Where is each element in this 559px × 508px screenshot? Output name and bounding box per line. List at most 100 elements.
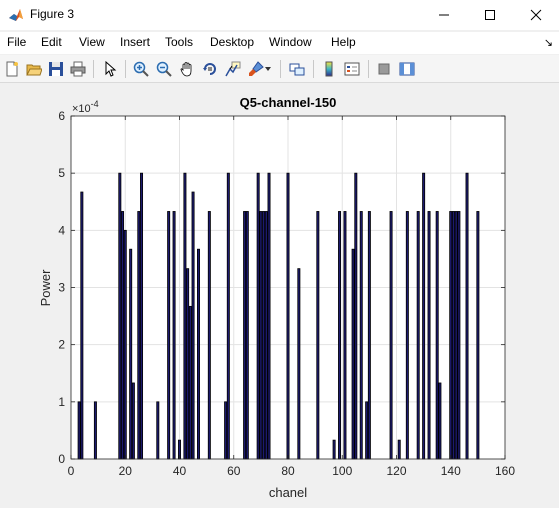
open-file-icon <box>26 64 42 76</box>
menu-window[interactable]: Window <box>269 35 312 49</box>
insert-legend-button[interactable] <box>341 58 363 80</box>
bar[interactable] <box>457 211 461 460</box>
bar[interactable] <box>77 401 81 460</box>
bar[interactable] <box>186 268 190 460</box>
print-button[interactable] <box>67 58 89 80</box>
brush-icon <box>249 61 264 76</box>
bar[interactable] <box>338 211 342 460</box>
link-plot-icon <box>289 63 305 76</box>
menu-insert[interactable]: Insert <box>120 35 151 49</box>
bar[interactable] <box>297 268 301 460</box>
bar[interactable] <box>93 401 97 460</box>
bar[interactable] <box>389 211 393 460</box>
data-cursor-button[interactable] <box>222 58 244 80</box>
bar[interactable] <box>167 211 171 460</box>
bar[interactable] <box>351 248 355 460</box>
bar[interactable] <box>332 439 336 460</box>
hide-plot-tools-button[interactable] <box>373 58 395 80</box>
bar[interactable] <box>454 211 458 460</box>
bar[interactable] <box>405 211 409 460</box>
bar[interactable] <box>449 211 453 460</box>
bar[interactable] <box>243 211 247 460</box>
bar[interactable] <box>137 211 141 460</box>
figure-canvas[interactable]: 0 20 40 60 80 100 120 140 160 0 1 2 3 4 5 6 Q5-channel-… <box>0 84 559 503</box>
bar[interactable] <box>438 382 442 460</box>
bar[interactable] <box>422 172 426 460</box>
window-title: Figure 3 <box>30 7 75 21</box>
y-tick-label: 0 <box>58 452 65 466</box>
bar[interactable] <box>435 211 439 460</box>
bar[interactable] <box>476 211 480 460</box>
bar[interactable] <box>354 172 358 460</box>
maximize-button[interactable] <box>467 0 513 30</box>
brush-button[interactable] <box>245 58 267 80</box>
bar[interactable] <box>256 172 260 460</box>
bar[interactable] <box>156 401 160 460</box>
bar[interactable] <box>416 211 420 460</box>
zoom-in-button[interactable] <box>130 58 152 80</box>
bar[interactable] <box>224 401 228 460</box>
save-button[interactable] <box>45 58 67 80</box>
menu-help[interactable]: Help <box>331 35 356 49</box>
bar[interactable] <box>118 172 122 460</box>
bar[interactable] <box>264 211 268 460</box>
bar[interactable] <box>121 211 125 460</box>
bar[interactable] <box>80 191 84 460</box>
bar[interactable] <box>129 248 133 460</box>
bar[interactable] <box>465 172 469 460</box>
new-figure-icon <box>6 61 18 77</box>
title-bar[interactable]: Figure 3 <box>0 0 559 30</box>
bar[interactable] <box>259 211 263 460</box>
bar[interactable] <box>397 439 401 460</box>
menu-tools[interactable]: Tools <box>165 35 194 49</box>
bar[interactable] <box>451 211 455 460</box>
bar[interactable] <box>172 211 176 460</box>
open-file-button[interactable] <box>23 58 45 80</box>
menu-file[interactable]: File <box>7 35 27 49</box>
bar[interactable] <box>343 211 347 460</box>
bar[interactable] <box>183 172 187 460</box>
edit-plot-button[interactable] <box>99 58 121 80</box>
minimize-button[interactable] <box>421 0 467 30</box>
pan-button[interactable] <box>176 58 198 80</box>
link-plot-button[interactable] <box>286 58 308 80</box>
x-tick-label: 60 <box>227 464 241 478</box>
edit-plot-icon <box>105 61 117 77</box>
dock-arrow-icon[interactable]: ↘ <box>543 37 553 49</box>
y-axis-label: Power <box>38 269 53 307</box>
bar[interactable] <box>262 211 266 460</box>
bar[interactable] <box>359 211 363 460</box>
bar[interactable] <box>207 211 211 460</box>
bar[interactable] <box>365 401 369 460</box>
bar[interactable] <box>131 382 135 460</box>
menu-bar: File Edit View Insert Tools Desktop Wind… <box>0 32 559 54</box>
menu-view[interactable]: View <box>79 35 105 49</box>
menu-desktop[interactable]: Desktop <box>210 35 255 49</box>
new-figure-button[interactable] <box>1 58 23 80</box>
bar-chart[interactable]: 0 20 40 60 80 100 120 140 160 0 1 2 3 4 5 6 Q5-channel-… <box>0 84 559 503</box>
zoom-out-button[interactable] <box>153 58 175 80</box>
bar[interactable] <box>226 172 230 460</box>
bar[interactable] <box>140 172 144 460</box>
close-icon <box>530 9 542 21</box>
show-plot-tools-button[interactable] <box>396 58 418 80</box>
y-tick-label: 1 <box>58 395 65 409</box>
close-button[interactable] <box>513 0 559 30</box>
bar[interactable] <box>245 211 249 460</box>
rotate-3d-button[interactable] <box>199 58 221 80</box>
bar[interactable] <box>188 305 192 460</box>
bar[interactable] <box>367 211 371 460</box>
bar[interactable] <box>191 191 195 460</box>
brush-dropdown-button[interactable] <box>262 58 274 80</box>
y-tick-label: 6 <box>58 109 65 123</box>
bar[interactable] <box>123 229 127 460</box>
bar[interactable] <box>427 211 431 460</box>
bar[interactable] <box>286 172 290 460</box>
bar[interactable] <box>316 211 320 460</box>
bar[interactable] <box>197 248 200 460</box>
toolbar-separator <box>280 60 281 78</box>
bar[interactable] <box>267 172 271 460</box>
insert-colorbar-button[interactable] <box>318 58 340 80</box>
menu-edit[interactable]: Edit <box>41 35 62 49</box>
